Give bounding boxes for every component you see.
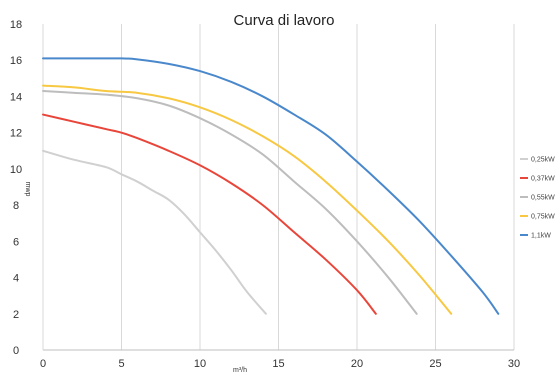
y-tick-label: 0 xyxy=(13,345,19,357)
grid-lines xyxy=(121,24,515,350)
y-tick-label: 4 xyxy=(13,273,19,285)
x-tick-label: 25 xyxy=(429,358,441,370)
x-tick-label: 30 xyxy=(508,358,520,370)
legend-label: 0,25kW xyxy=(531,157,555,164)
chart-title: Curva di lavoro xyxy=(234,12,335,29)
series-line-0 xyxy=(42,149,267,315)
series-line-2 xyxy=(42,90,418,315)
legend: 0,25kW 0,37kW 0,55kW 0,75kW 1,1kW xyxy=(520,157,555,240)
axes: 0 5 10 15 20 25 30 0 2 4 6 8 10 12 14 16 18 xyxy=(10,19,520,370)
series-line-3 xyxy=(42,84,453,315)
y-tick-label: 10 xyxy=(10,164,22,176)
legend-label: 0,37kW xyxy=(531,176,555,183)
legend-label: 1,1kW xyxy=(531,233,551,240)
y-tick-label: 8 xyxy=(13,200,19,212)
y-tick-label: 18 xyxy=(10,19,22,31)
x-tick-label: 20 xyxy=(351,358,363,370)
series-lines xyxy=(42,57,500,315)
legend-label: 0,55kW xyxy=(531,195,555,202)
series-line-4 xyxy=(42,57,500,315)
x-tick-label: 15 xyxy=(272,358,284,370)
series-line-1 xyxy=(42,113,377,315)
x-axis-label: m³/h xyxy=(233,367,247,374)
x-tick-label: 10 xyxy=(194,358,206,370)
y-tick-label: 14 xyxy=(10,91,22,103)
y-tick-label: 6 xyxy=(13,236,19,248)
y-tick-label: 12 xyxy=(10,128,22,140)
y-tick-label: 16 xyxy=(10,55,22,67)
x-tick-label: 5 xyxy=(118,358,124,370)
legend-label: 0,75kW xyxy=(531,214,555,221)
x-tick-label: 0 xyxy=(40,358,46,370)
y-axis-label: mwp xyxy=(24,182,31,197)
y-tick-label: 2 xyxy=(13,309,19,321)
